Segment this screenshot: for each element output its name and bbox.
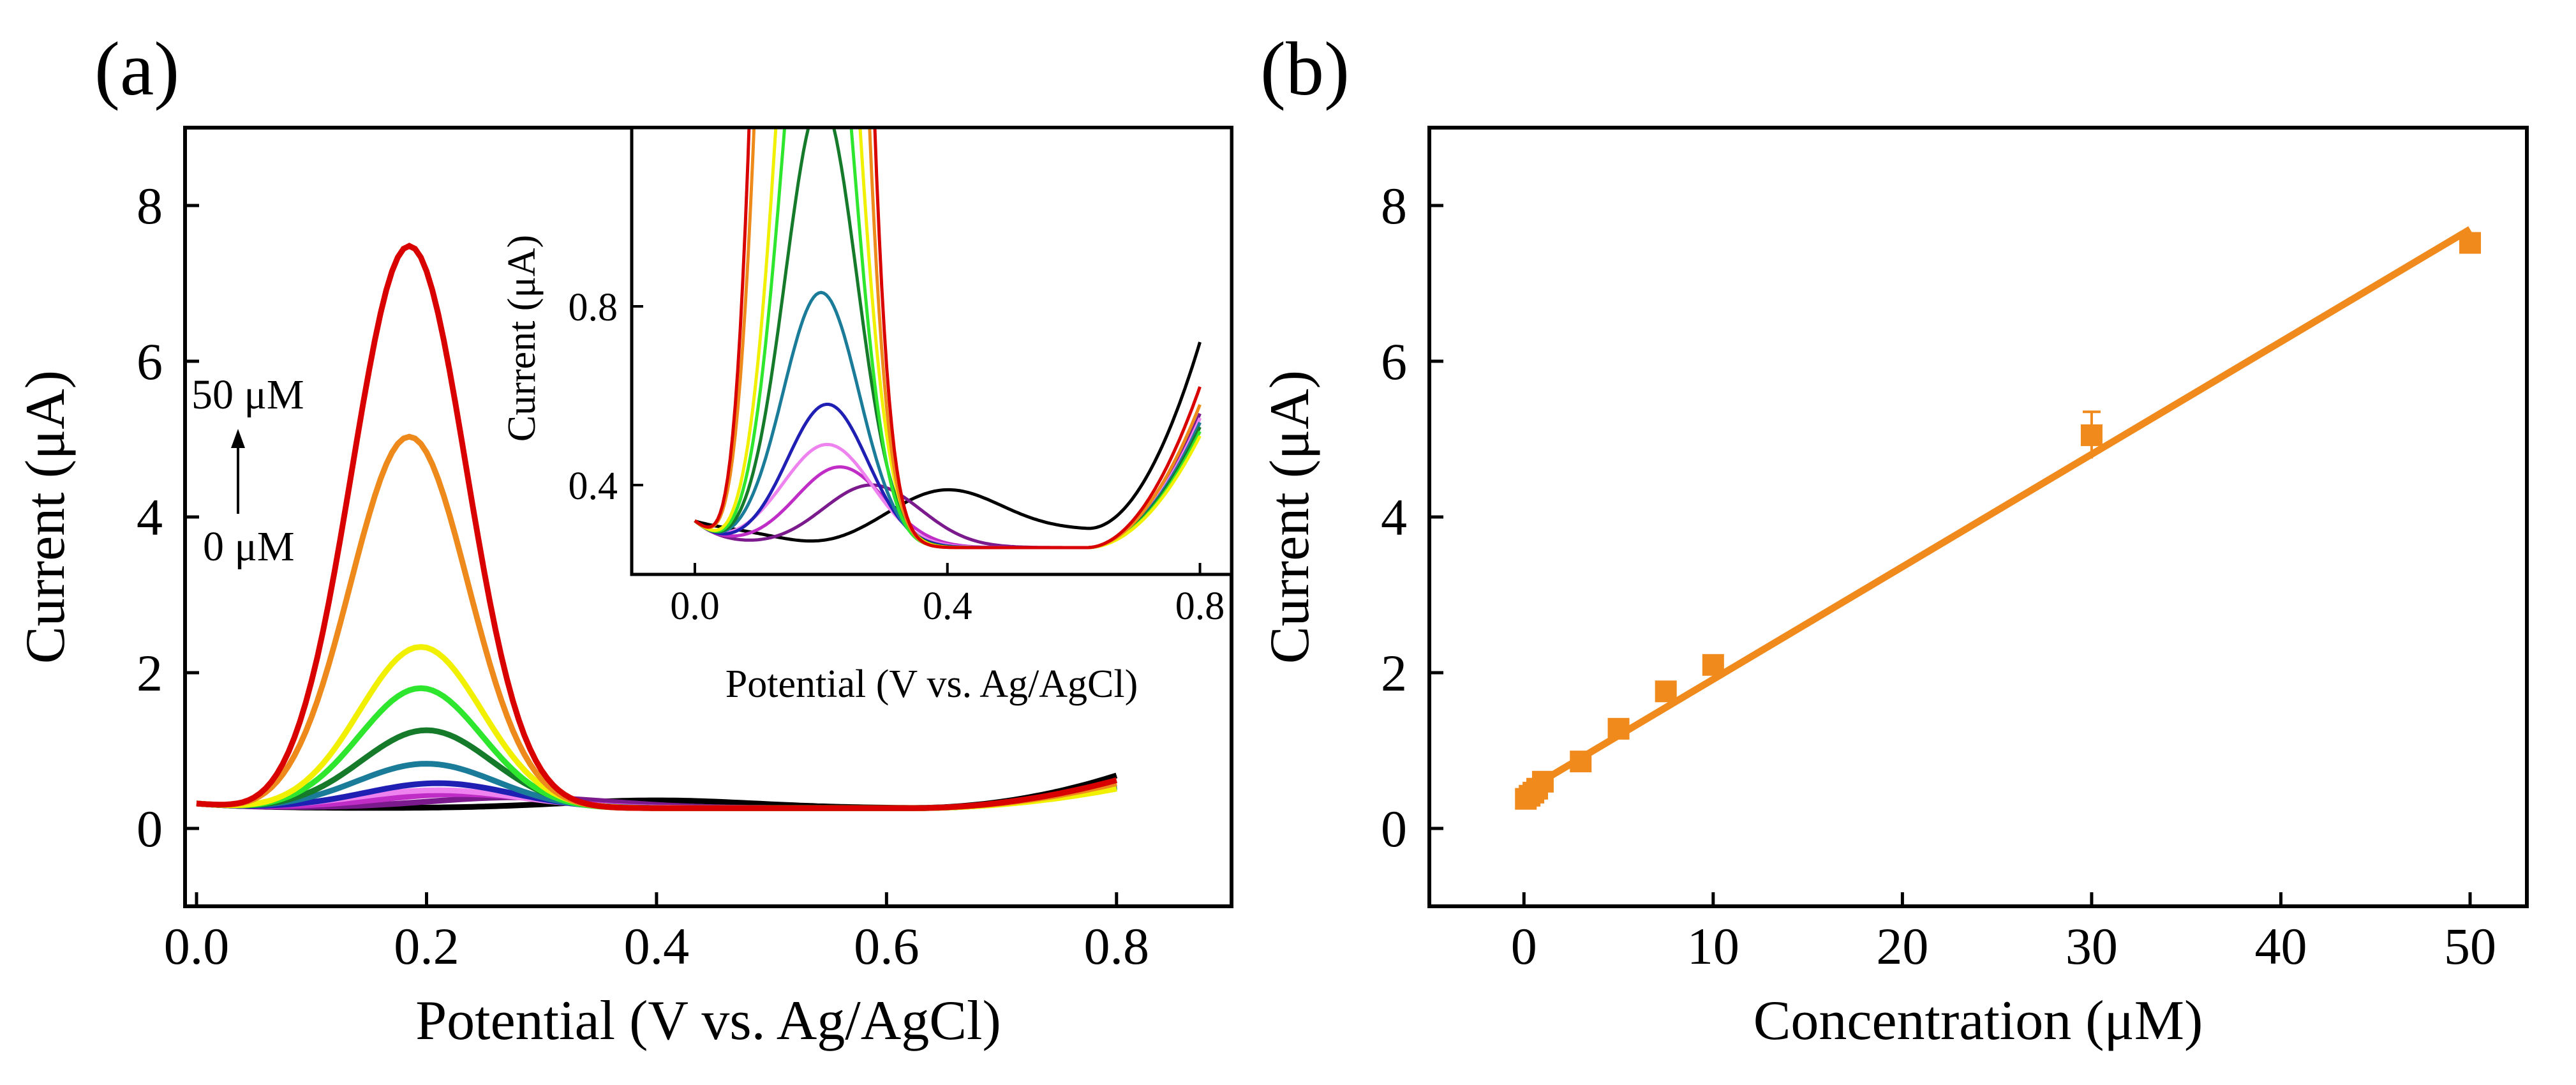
inset-x-tick-label: 0.8 xyxy=(1175,585,1225,628)
cv-curve xyxy=(196,243,1117,811)
y-tick-label: 8 xyxy=(1381,177,1407,235)
annotation-bottom: 0 μM xyxy=(203,523,295,570)
annotation-top: 50 μM xyxy=(191,371,304,418)
cv-curves xyxy=(196,243,1118,811)
x-tick-label: 30 xyxy=(2066,917,2118,975)
y-tick-label: 6 xyxy=(1381,333,1407,391)
data-point xyxy=(1702,654,1724,676)
inset-axes: 0.0 0.4 0.8 0.4 0.8 xyxy=(569,286,1225,628)
annotation-arrow-head xyxy=(231,429,245,448)
y-tick-label: 0 xyxy=(137,800,163,858)
inset-frame xyxy=(630,126,1233,576)
data-point xyxy=(1570,751,1592,773)
chart-a-axes: 0.0 0.2 0.4 0.6 0.8 0 2 4 6 8 xyxy=(137,177,1149,975)
data-point xyxy=(2459,232,2482,254)
data-point xyxy=(2080,424,2103,446)
chart-b-frame xyxy=(1427,126,2529,908)
chart-a-xlabel: Potential (V vs. Ag/AgCl) xyxy=(415,990,1001,1052)
inset-curve xyxy=(694,341,1202,543)
chart-b: 0 10 20 30 40 50 0 2 4 6 8 Concentration (μM) Curr… xyxy=(1259,126,2529,1052)
x-tick-label: 0.8 xyxy=(1084,917,1150,975)
y-tick-label: 8 xyxy=(137,177,163,235)
inset-chart: 0.0 0.4 0.8 0.4 0.8 Potential (V vs. Ag/AgCl… xyxy=(500,126,1233,706)
panel-b-label: (b) xyxy=(1260,26,1350,111)
chart-b-xlabel: Concentration (μM) xyxy=(1753,990,2203,1052)
x-tick-label: 20 xyxy=(1876,917,1928,975)
x-tick-label: 0.0 xyxy=(164,917,230,975)
x-tick-label: 0.6 xyxy=(854,917,919,975)
y-tick-label: 6 xyxy=(137,333,163,391)
inset-y-tick-label: 0.8 xyxy=(569,286,618,329)
y-tick-label: 4 xyxy=(137,488,163,546)
chart-a: 0.0 0.2 0.4 0.6 0.8 0 2 4 6 8 Potential (V vs. Ag… xyxy=(15,126,1233,1052)
x-tick-label: 50 xyxy=(2444,917,2496,975)
inset-xlabel: Potential (V vs. Ag/AgCl) xyxy=(726,662,1138,706)
fit-line xyxy=(1522,226,2472,795)
data-point xyxy=(1655,680,1677,703)
panel-a-label: (a) xyxy=(94,26,179,111)
x-tick-label: 0.4 xyxy=(624,917,690,975)
data-point xyxy=(1607,717,1630,740)
inset-x-tick-label: 0.0 xyxy=(670,585,720,628)
calibration-plot xyxy=(1515,226,2482,810)
y-tick-label: 0 xyxy=(1381,800,1407,858)
chart-b-ylabel: Current (μA) xyxy=(1259,370,1321,664)
data-point xyxy=(1531,770,1554,793)
inset-curve xyxy=(694,128,1202,550)
y-tick-label: 2 xyxy=(1381,644,1407,702)
x-tick-label: 0.2 xyxy=(394,917,459,975)
chart-b-axes: 0 10 20 30 40 50 0 2 4 6 8 xyxy=(1381,177,2496,975)
inset-curves xyxy=(694,128,1202,550)
inset-y-tick-label: 0.4 xyxy=(569,465,618,508)
x-tick-label: 0 xyxy=(1511,917,1537,975)
y-tick-label: 2 xyxy=(137,644,163,702)
y-tick-label: 4 xyxy=(1381,488,1407,546)
inset-x-tick-label: 0.4 xyxy=(923,585,972,628)
chart-a-ylabel: Current (μA) xyxy=(15,370,77,664)
inset-ylabel: Current (μA) xyxy=(500,235,544,442)
x-tick-label: 40 xyxy=(2254,917,2307,975)
x-tick-label: 10 xyxy=(1687,917,1739,975)
